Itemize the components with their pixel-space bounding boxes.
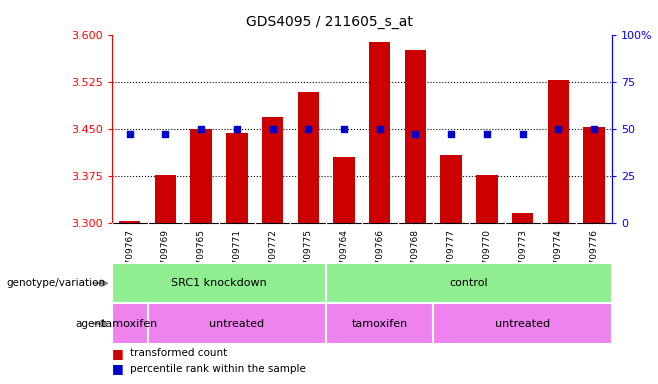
Bar <box>155 175 176 223</box>
Text: GSM709771: GSM709771 <box>232 229 241 284</box>
Point <box>196 126 207 132</box>
Point <box>303 126 314 132</box>
Text: untreated: untreated <box>209 318 265 329</box>
Text: GSM709766: GSM709766 <box>375 229 384 284</box>
Text: ■: ■ <box>112 347 124 360</box>
Bar <box>326 303 434 344</box>
Text: GSM709773: GSM709773 <box>518 229 527 284</box>
Bar <box>112 263 326 303</box>
Text: GSM709765: GSM709765 <box>197 229 206 284</box>
Point <box>267 126 278 132</box>
Bar <box>190 129 212 223</box>
Text: percentile rank within the sample: percentile rank within the sample <box>130 364 306 374</box>
Bar <box>262 118 284 223</box>
Bar <box>147 303 326 344</box>
Text: control: control <box>450 278 488 288</box>
Bar <box>512 213 534 223</box>
Bar <box>369 42 390 223</box>
Text: GSM709767: GSM709767 <box>125 229 134 284</box>
Text: GSM709775: GSM709775 <box>304 229 313 284</box>
Point <box>374 126 385 132</box>
Point <box>589 126 599 132</box>
Text: tamoxifen: tamoxifen <box>351 318 408 329</box>
Point <box>124 131 135 137</box>
Text: genotype/variation: genotype/variation <box>6 278 105 288</box>
Text: untreated: untreated <box>495 318 550 329</box>
Bar <box>297 92 319 223</box>
Text: transformed count: transformed count <box>130 348 228 358</box>
Point <box>553 126 564 132</box>
Point <box>446 131 457 137</box>
Point <box>517 131 528 137</box>
Point <box>482 131 492 137</box>
Text: agent: agent <box>75 318 105 329</box>
Bar <box>334 157 355 223</box>
Text: GSM709777: GSM709777 <box>447 229 456 284</box>
Text: GSM709768: GSM709768 <box>411 229 420 284</box>
Bar <box>405 50 426 223</box>
Bar <box>440 155 462 223</box>
Point <box>339 126 349 132</box>
Text: GDS4095 / 211605_s_at: GDS4095 / 211605_s_at <box>245 15 413 29</box>
Text: tamoxifen: tamoxifen <box>101 318 158 329</box>
Bar <box>434 303 612 344</box>
Text: GSM709770: GSM709770 <box>482 229 492 284</box>
Bar <box>119 222 140 223</box>
Text: GSM709774: GSM709774 <box>554 229 563 284</box>
Bar <box>547 80 569 223</box>
Point <box>410 131 420 137</box>
Bar <box>476 175 497 223</box>
Text: GSM709764: GSM709764 <box>340 229 349 284</box>
Text: GSM709769: GSM709769 <box>161 229 170 284</box>
Bar <box>226 133 247 223</box>
Text: ■: ■ <box>112 362 124 375</box>
Bar <box>326 263 612 303</box>
Bar <box>584 127 605 223</box>
Text: GSM709776: GSM709776 <box>590 229 599 284</box>
Text: SRC1 knockdown: SRC1 knockdown <box>171 278 267 288</box>
Bar <box>112 303 147 344</box>
Point <box>160 131 170 137</box>
Text: GSM709772: GSM709772 <box>268 229 277 284</box>
Point <box>232 126 242 132</box>
